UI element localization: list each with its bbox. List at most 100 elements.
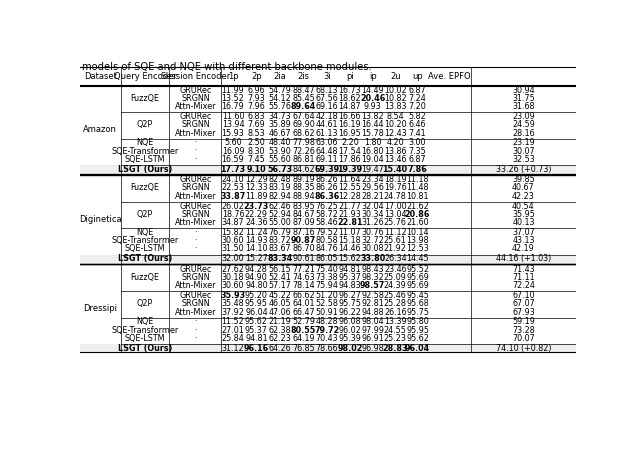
Text: 95.69: 95.69 [406, 281, 429, 290]
Text: 64.19: 64.19 [292, 334, 315, 343]
Text: FuzzQE: FuzzQE [131, 273, 159, 282]
Text: 43.13: 43.13 [512, 236, 534, 245]
Text: ·: · [194, 228, 196, 237]
Text: 9.10: 9.10 [246, 165, 266, 174]
Text: ·: · [194, 245, 196, 254]
Text: 92.58: 92.58 [361, 291, 384, 300]
Text: 13.83: 13.83 [384, 102, 406, 111]
Text: 45.22: 45.22 [268, 291, 291, 300]
Text: 24.10: 24.10 [221, 175, 244, 184]
Text: 95.80: 95.80 [406, 317, 429, 326]
Text: GRURec: GRURec [179, 112, 211, 121]
Text: LSGT (Ours): LSGT (Ours) [118, 344, 172, 353]
Text: 7.35: 7.35 [409, 147, 426, 156]
Text: 62.38: 62.38 [269, 326, 291, 335]
Text: 30.76: 30.76 [362, 228, 384, 237]
Text: SRGNN: SRGNN [181, 184, 210, 193]
Text: 34.87: 34.87 [221, 218, 244, 227]
Text: 96.04: 96.04 [405, 344, 430, 353]
Text: 46.05: 46.05 [269, 299, 291, 308]
Text: 98.02: 98.02 [337, 344, 362, 353]
Text: 2.20: 2.20 [341, 138, 358, 147]
Text: 28.21: 28.21 [361, 192, 384, 201]
Text: GRURec: GRURec [179, 291, 211, 300]
Text: 10.14: 10.14 [406, 228, 429, 237]
Text: 16.80: 16.80 [362, 147, 384, 156]
Text: 32.72: 32.72 [361, 236, 384, 245]
Text: 16.19: 16.19 [339, 120, 361, 129]
Text: 12.29: 12.29 [245, 175, 268, 184]
Text: 25.23: 25.23 [384, 334, 406, 343]
Text: 54.79: 54.79 [268, 86, 291, 95]
Text: 7.41: 7.41 [409, 129, 426, 138]
Text: 31.68: 31.68 [512, 102, 534, 111]
Text: FuzzQE: FuzzQE [131, 94, 159, 103]
Text: 7.69: 7.69 [248, 120, 265, 129]
Text: 35.48: 35.48 [221, 299, 244, 308]
Text: 26.34: 26.34 [384, 254, 406, 263]
Text: 30.18: 30.18 [222, 273, 244, 282]
Text: 10.20: 10.20 [384, 120, 406, 129]
Text: 15.18: 15.18 [339, 236, 361, 245]
Text: 10.81: 10.81 [406, 192, 429, 201]
Text: 10.82: 10.82 [384, 94, 406, 103]
Text: 71.11: 71.11 [512, 273, 535, 282]
Text: NQE: NQE [136, 228, 154, 237]
Text: 1.80: 1.80 [364, 138, 381, 147]
Text: 96.22: 96.22 [339, 308, 361, 317]
Text: 19.47: 19.47 [361, 165, 384, 174]
Text: 21.77: 21.77 [339, 201, 361, 210]
Text: 30.07: 30.07 [512, 147, 535, 156]
Text: 95.95: 95.95 [245, 299, 268, 308]
Text: 76.79: 76.79 [268, 228, 291, 237]
Text: Attn-Mixer: Attn-Mixer [175, 102, 216, 111]
Text: 52.41: 52.41 [269, 273, 291, 282]
Text: 96.27: 96.27 [339, 291, 361, 300]
Text: ·: · [194, 147, 196, 156]
Text: Attn-Mixer: Attn-Mixer [175, 308, 216, 317]
Text: 11.07: 11.07 [339, 228, 361, 237]
Text: 44.61: 44.61 [316, 120, 338, 129]
Text: 28.16: 28.16 [512, 129, 535, 138]
Text: 35.95: 35.95 [512, 210, 535, 219]
Text: 86.26: 86.26 [316, 175, 338, 184]
Text: Ave. EPFO: Ave. EPFO [428, 72, 471, 81]
Text: 24.39: 24.39 [384, 281, 406, 290]
Text: 24.59: 24.59 [512, 120, 535, 129]
Text: 25.76: 25.76 [384, 218, 406, 227]
Text: ·: · [194, 326, 196, 335]
Text: 67.10: 67.10 [512, 291, 535, 300]
Text: ·: · [194, 138, 196, 147]
Text: 16.66: 16.66 [339, 112, 361, 121]
Text: 54.12: 54.12 [269, 94, 291, 103]
Text: 9.93: 9.93 [364, 102, 381, 111]
Text: 25.28: 25.28 [384, 299, 406, 308]
Text: 11.89: 11.89 [245, 192, 268, 201]
Text: 28.83: 28.83 [383, 344, 408, 353]
Text: 86.05: 86.05 [316, 254, 338, 263]
Text: SRGNN: SRGNN [181, 210, 210, 219]
Text: 19.39: 19.39 [337, 165, 362, 174]
Text: 88.47: 88.47 [292, 86, 315, 95]
Text: 55.60: 55.60 [269, 155, 291, 164]
Text: 86.36: 86.36 [314, 192, 339, 201]
Text: 57.17: 57.17 [268, 281, 291, 290]
Text: 22.53: 22.53 [221, 184, 244, 193]
Text: 74.63: 74.63 [292, 273, 315, 282]
Text: 26.16: 26.16 [384, 308, 406, 317]
Text: 83.67: 83.67 [269, 245, 291, 254]
Text: 96.04: 96.04 [245, 308, 268, 317]
Text: 10.02: 10.02 [384, 86, 406, 95]
Text: 23.46: 23.46 [384, 265, 406, 274]
Text: 88.94: 88.94 [292, 192, 315, 201]
Text: Attn-Mixer: Attn-Mixer [175, 129, 216, 138]
Text: 25.09: 25.09 [384, 273, 406, 282]
Text: SQE-Transformer: SQE-Transformer [111, 236, 179, 245]
Text: 21.92: 21.92 [384, 245, 406, 254]
Text: 50.91: 50.91 [316, 308, 338, 317]
Text: 95.75: 95.75 [406, 308, 429, 317]
Text: 42.18: 42.18 [316, 112, 338, 121]
Text: 35.89: 35.89 [269, 120, 291, 129]
Text: 3.00: 3.00 [409, 138, 426, 147]
Text: 40.67: 40.67 [512, 184, 535, 193]
